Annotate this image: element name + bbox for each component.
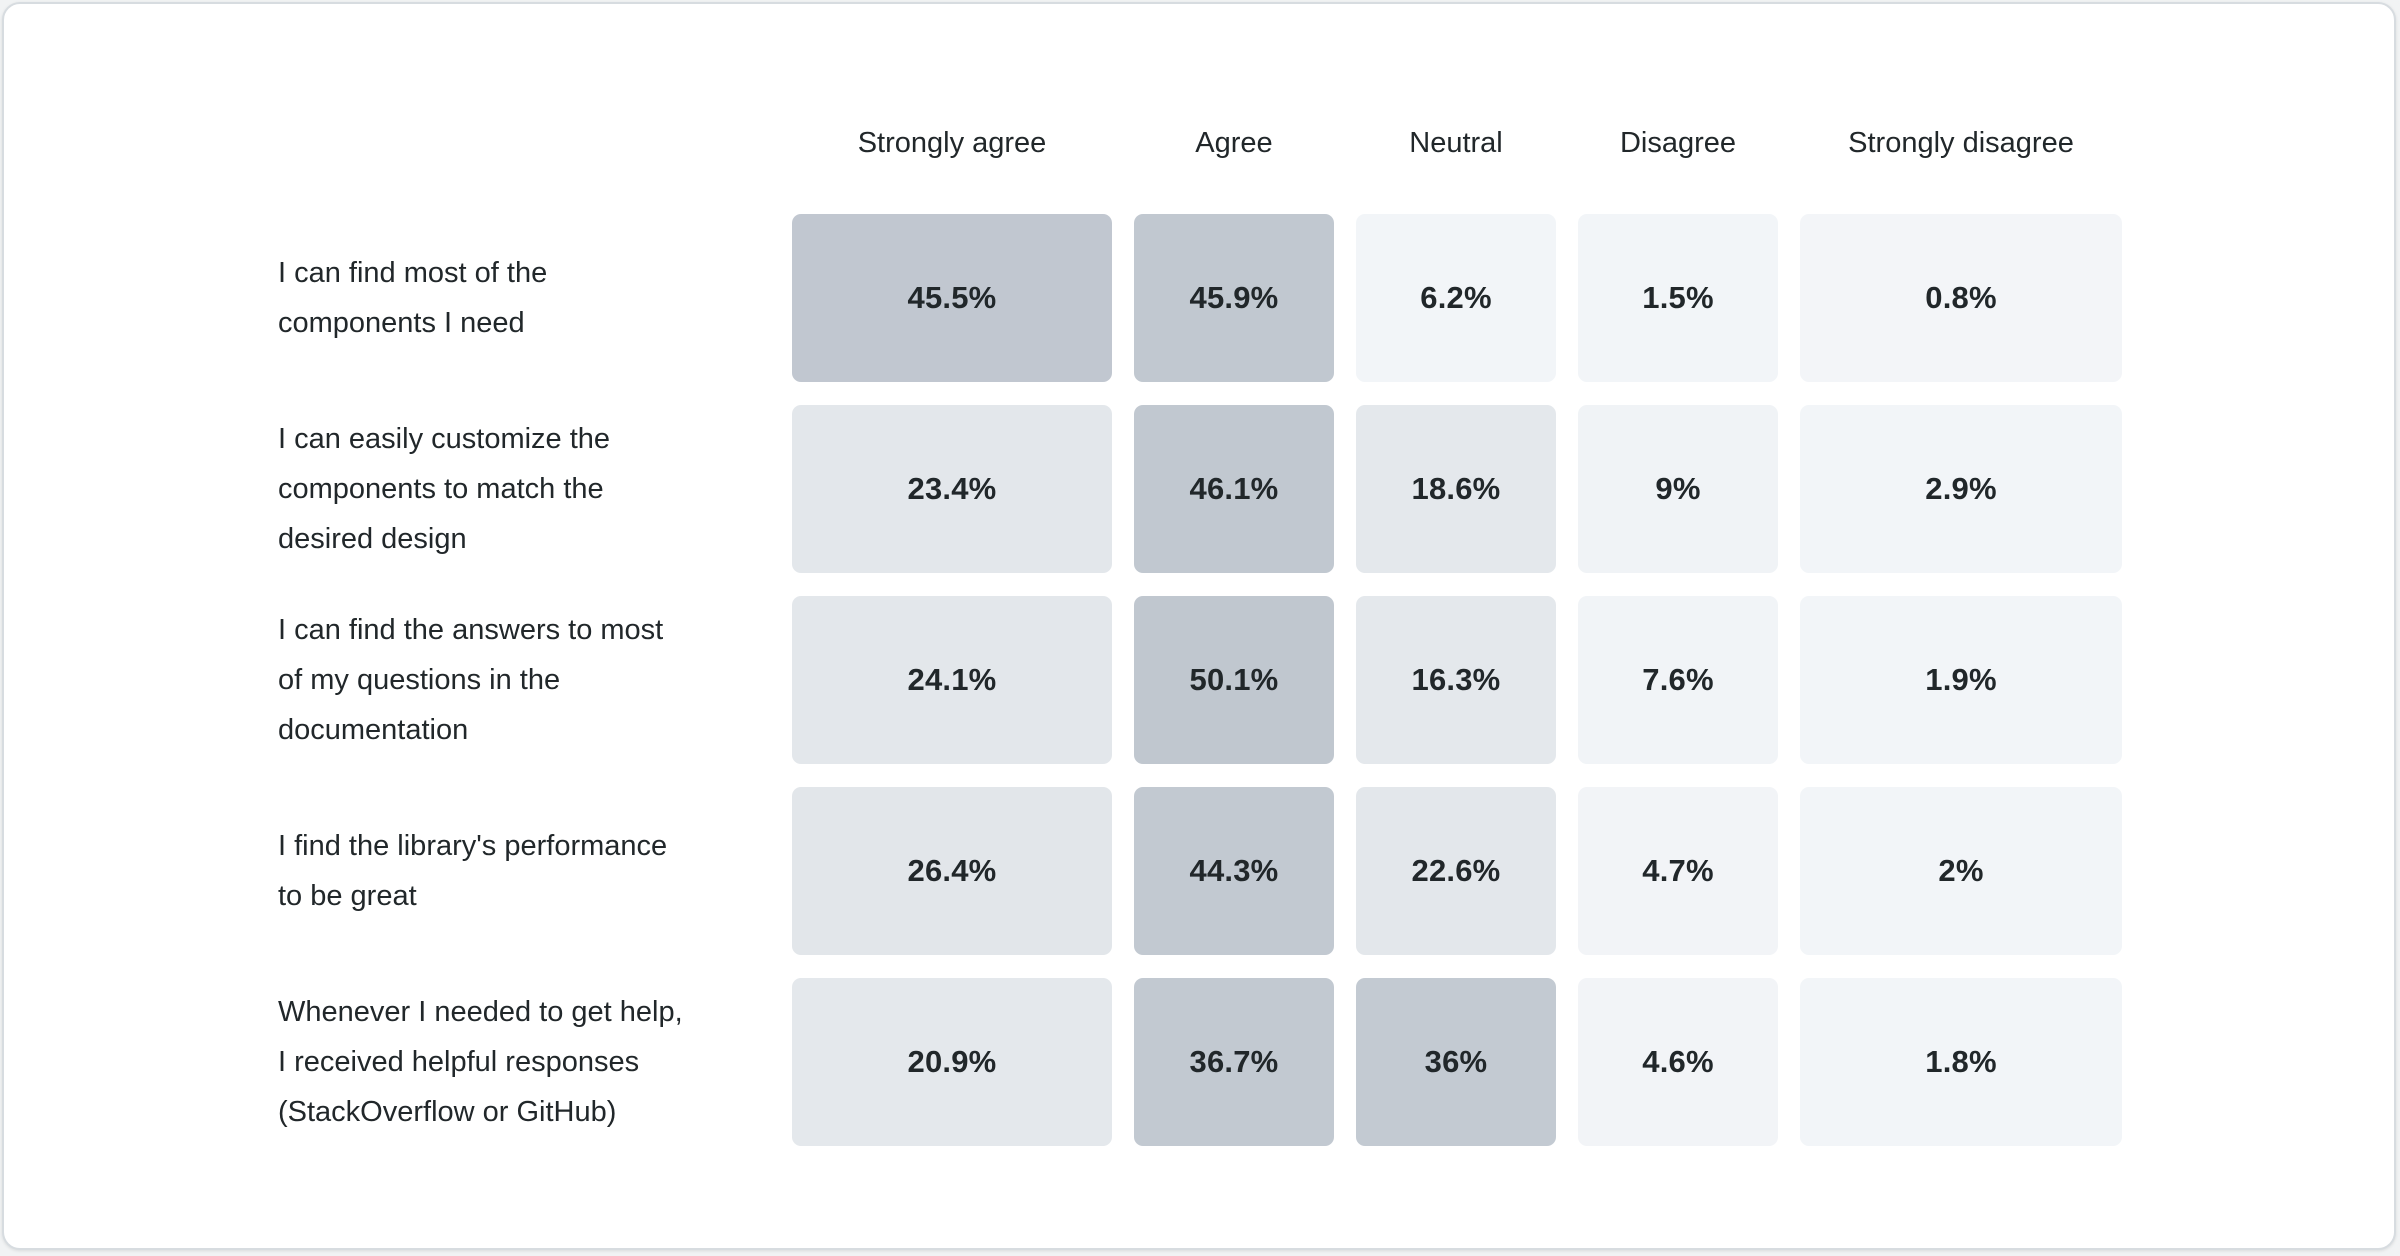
row-label-line: components I need (278, 307, 525, 339)
heatmap-cell: 4.7% (1578, 787, 1778, 955)
heatmap-cell: 2% (1800, 787, 2122, 955)
row-label-line: I can find most of the (278, 257, 548, 289)
row-label-line: I find the library's performance (278, 830, 668, 862)
row-label-line: Whenever I needed to get help, (278, 996, 683, 1028)
heatmap-cell: 45.9% (1134, 214, 1334, 382)
row-label-line: components to match the (278, 473, 604, 505)
heatmap-cell: 1.8% (1800, 978, 2122, 1146)
column-header-neutral: Neutral (1409, 127, 1503, 159)
row-label: I can easily customize the components to … (278, 405, 770, 573)
heatmap-cell: 22.6% (1356, 787, 1556, 955)
heatmap-cell: 50.1% (1134, 596, 1334, 764)
heatmap-cell: 36% (1356, 978, 1556, 1146)
heatmap-cell: 45.5% (792, 214, 1112, 382)
heatmap-cell: 4.6% (1578, 978, 1778, 1146)
row-label-line: I can find the answers to most (278, 614, 664, 646)
column-header-disagree: Disagree (1619, 127, 1737, 159)
row-label-line: I received helpful responses (278, 1046, 640, 1078)
column-header-strongly-agree: Strongly agree (857, 127, 1047, 159)
heatmap-cell: 26.4% (792, 787, 1112, 955)
heatmap-cell: 0.8% (1800, 214, 2122, 382)
heatmap-cell: 44.3% (1134, 787, 1334, 955)
column-header-strongly-disagree: Strongly disagree (1848, 127, 2074, 159)
heatmap-cell: 2.9% (1800, 405, 2122, 573)
column-header-agree: Agree (1195, 127, 1273, 159)
matrix-corner-spacer (278, 120, 770, 191)
heatmap-cell: 1.5% (1578, 214, 1778, 382)
heatmap-cell: 23.4% (792, 405, 1112, 573)
row-label-line: (StackOverflow or GitHub) (278, 1096, 617, 1128)
heatmap-cell: 24.1% (792, 596, 1112, 764)
heatmap-cell: 7.6% (1578, 596, 1778, 764)
row-label: Whenever I needed to get help, I received… (278, 978, 770, 1146)
row-label-line: to be great (278, 880, 417, 912)
row-label-line: I can easily customize the (278, 423, 611, 455)
row-label-line: documentation (278, 714, 469, 746)
row-label-line: of my questions in the (278, 664, 561, 696)
heatmap-cell: 46.1% (1134, 405, 1334, 573)
heatmap-cell: 20.9% (792, 978, 1112, 1146)
heatmap-cell: 1.9% (1800, 596, 2122, 764)
heatmap-cell: 36.7% (1134, 978, 1334, 1146)
row-label-line: desired design (278, 523, 467, 555)
heatmap-cell: 18.6% (1356, 405, 1556, 573)
heatmap-cell: 16.3% (1356, 596, 1556, 764)
row-label: I find the library's performance to be gr… (278, 787, 770, 955)
heatmap-cell: 9% (1578, 405, 1778, 573)
row-label: I can find the answers to most of my ques… (278, 596, 770, 764)
survey-heatmap-matrix: Strongly agree Agree Neutral Disagree Strong… (278, 120, 2122, 1146)
row-label: I can find most of the components I need (278, 214, 770, 382)
heatmap-cell: 6.2% (1356, 214, 1556, 382)
